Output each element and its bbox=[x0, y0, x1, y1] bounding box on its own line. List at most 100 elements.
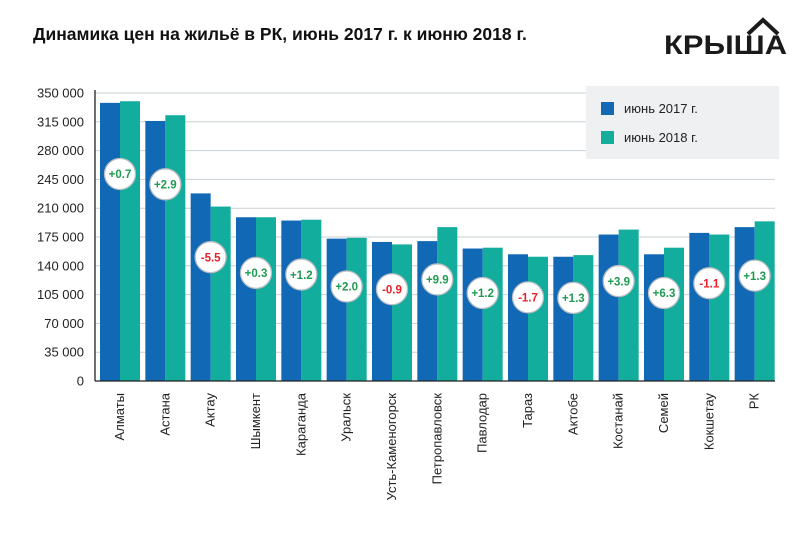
bar-2018 bbox=[754, 221, 775, 381]
y-tick-label: 350 000 bbox=[37, 86, 84, 101]
bar-2017 bbox=[553, 256, 574, 381]
bar-2018 bbox=[256, 217, 276, 381]
change-badge: +2.9 bbox=[149, 168, 182, 201]
bar-2018 bbox=[618, 229, 639, 381]
change-badge: +1.2 bbox=[285, 258, 318, 291]
bar-2018 bbox=[165, 115, 186, 382]
x-tick-label: Павлодар bbox=[475, 393, 490, 453]
badge-circle bbox=[103, 157, 137, 191]
badge-label: +1.3 bbox=[562, 293, 585, 305]
bar-2017 bbox=[372, 241, 392, 381]
bar-2017 bbox=[190, 193, 211, 381]
x-tick-label: Шымкент bbox=[248, 393, 263, 449]
badge-circle bbox=[330, 270, 363, 303]
x-axis-ticks: Алматы Астана Актау Шымкент Караганда Уральск… bbox=[112, 392, 762, 500]
change-badge: +0.7 bbox=[103, 157, 137, 191]
bar-2018 bbox=[528, 256, 548, 381]
legend-swatch-2018 bbox=[601, 131, 614, 144]
bar-2017 bbox=[689, 232, 710, 381]
y-tick-label: 175 000 bbox=[37, 230, 84, 245]
y-tick-label: 245 000 bbox=[37, 172, 84, 187]
badge-label: +1.2 bbox=[290, 270, 313, 282]
badge-circle bbox=[647, 276, 681, 310]
badge-circle bbox=[693, 267, 726, 300]
bar-2017 bbox=[281, 220, 302, 381]
badge-label: -5.5 bbox=[201, 252, 221, 264]
change-badge: +0.3 bbox=[239, 256, 273, 290]
badge-circle bbox=[285, 258, 318, 291]
bar-2018 bbox=[437, 227, 458, 381]
change-badge: +1.2 bbox=[466, 276, 499, 310]
badge-label: +0.3 bbox=[245, 268, 268, 280]
bar-2018 bbox=[346, 237, 367, 381]
chart-title: Динамика цен на жильё в РК, июнь 2017 г.… bbox=[33, 24, 527, 44]
badge-label: +2.9 bbox=[154, 180, 177, 192]
badge-label: +0.7 bbox=[109, 169, 132, 181]
badge-circle bbox=[738, 259, 771, 292]
badge-circle bbox=[149, 168, 182, 201]
y-tick-label: 210 000 bbox=[37, 201, 84, 216]
badge-label: +1.3 bbox=[743, 271, 766, 283]
badge-label: -1.1 bbox=[699, 278, 719, 290]
change-badge: +3.9 bbox=[602, 264, 635, 298]
bar-2018 bbox=[120, 101, 140, 381]
badge-label: +2.0 bbox=[335, 282, 358, 294]
logo-roof-icon bbox=[746, 17, 780, 36]
badge-label: -0.9 bbox=[382, 284, 402, 296]
bar-2017 bbox=[508, 254, 528, 381]
badge-label: -1.7 bbox=[518, 293, 538, 305]
legend-label-2018: июнь 2018 г. bbox=[624, 130, 698, 145]
bar-2017 bbox=[644, 254, 664, 381]
badge-label: +3.9 bbox=[607, 276, 630, 288]
logo-text: КРЫША bbox=[664, 30, 787, 58]
change-badge: +9.9 bbox=[421, 263, 454, 296]
bar-2018 bbox=[709, 234, 730, 381]
change-badge: +6.3 bbox=[647, 276, 681, 310]
badge-label: +1.2 bbox=[471, 288, 494, 300]
badge-circle bbox=[239, 256, 273, 290]
change-badge: +1.3 bbox=[557, 281, 590, 315]
change-badge: +2.0 bbox=[330, 270, 363, 303]
badge-label: +6.3 bbox=[653, 288, 676, 300]
bar-2018 bbox=[392, 244, 412, 381]
x-tick-label: Тараз bbox=[520, 393, 535, 428]
bar-2017 bbox=[417, 241, 438, 381]
y-tick-label: 0 bbox=[77, 374, 84, 389]
bar-2018 bbox=[482, 247, 503, 381]
bar-2018 bbox=[573, 255, 594, 381]
x-tick-label: Актобе bbox=[565, 393, 580, 435]
bar-2018 bbox=[301, 219, 322, 381]
x-tick-label: Караганда bbox=[293, 392, 308, 456]
bar-2017 bbox=[236, 217, 256, 381]
change-badge: +1.3 bbox=[738, 259, 771, 292]
legend-swatch-2017 bbox=[601, 102, 614, 115]
bar-2017 bbox=[145, 120, 166, 381]
badge-circle bbox=[421, 263, 454, 296]
x-tick-label: Алматы bbox=[112, 393, 127, 440]
axes bbox=[94, 90, 775, 382]
legend: июнь 2017 г. июнь 2018 г. bbox=[586, 86, 779, 159]
x-tick-label: РК bbox=[747, 393, 762, 410]
x-tick-label: Усть-Каменогорск bbox=[384, 393, 399, 501]
x-tick-label: Петропавловск bbox=[429, 393, 444, 485]
bar-2017 bbox=[598, 234, 619, 381]
bar-2018 bbox=[210, 206, 231, 381]
legend-label-2017: июнь 2017 г. bbox=[624, 101, 698, 116]
x-tick-label: Костанай bbox=[611, 393, 626, 449]
change-badge: -1.7 bbox=[511, 281, 545, 314]
y-tick-label: 35 000 bbox=[44, 345, 84, 360]
badge-circle bbox=[194, 241, 227, 274]
y-tick-label: 105 000 bbox=[37, 287, 84, 302]
badge-circle bbox=[511, 281, 545, 314]
x-tick-label: Уральск bbox=[339, 393, 354, 442]
x-tick-label: Актау bbox=[203, 393, 218, 427]
change-badge: -5.5 bbox=[194, 241, 227, 274]
badge-circle bbox=[602, 264, 635, 298]
badge-circle bbox=[466, 276, 499, 310]
bar-2018 bbox=[664, 247, 684, 381]
y-tick-label: 70 000 bbox=[44, 316, 84, 331]
badge-circle bbox=[375, 273, 409, 306]
legend-panel bbox=[586, 86, 779, 159]
badge-circle bbox=[557, 281, 590, 315]
y-tick-label: 140 000 bbox=[37, 258, 84, 273]
